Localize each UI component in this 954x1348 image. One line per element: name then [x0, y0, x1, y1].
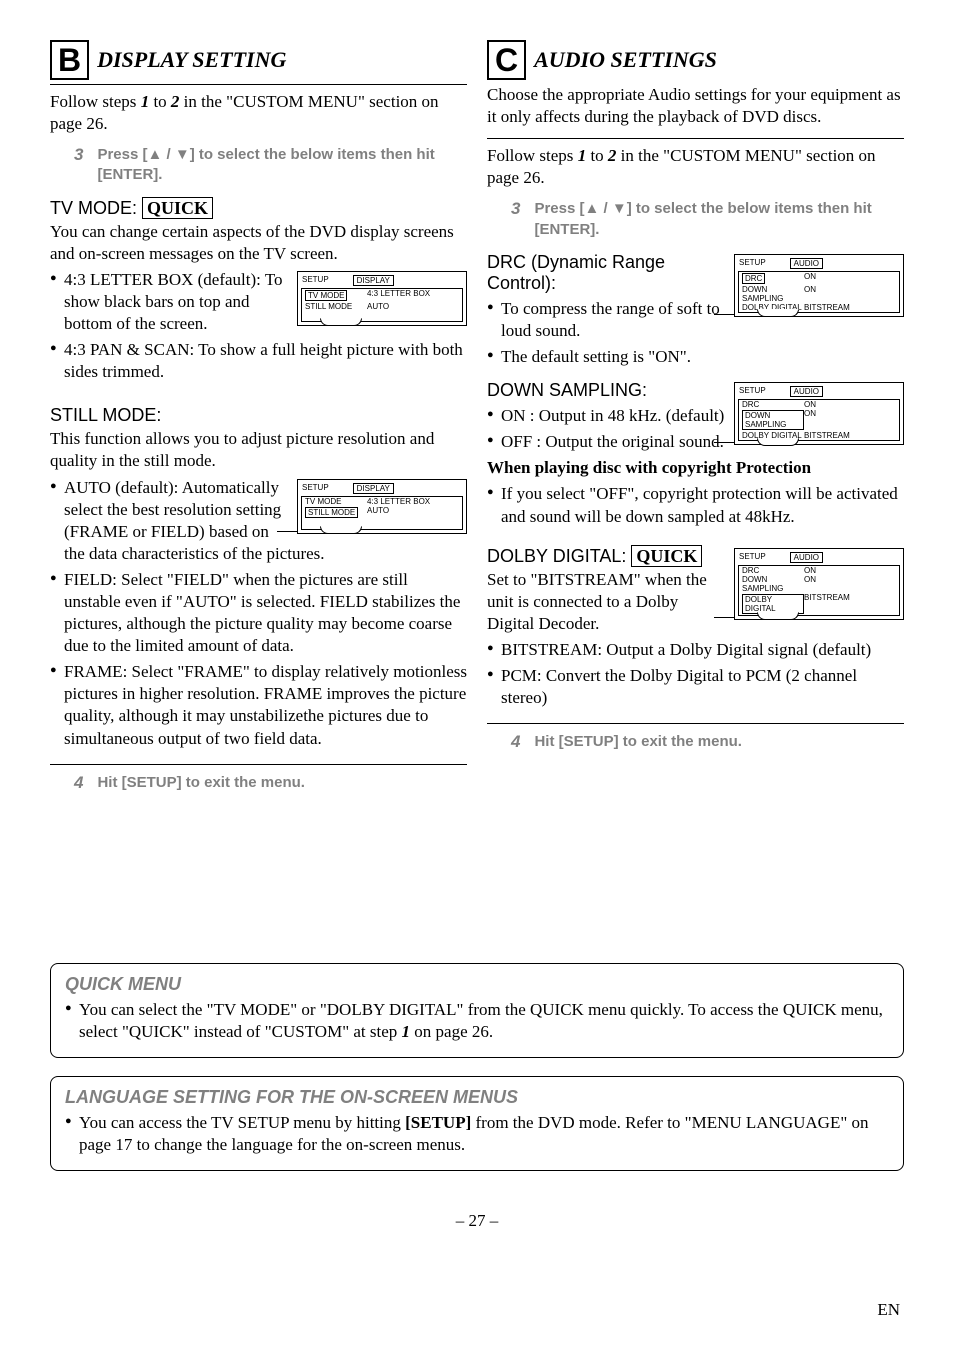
step-4-right: 4 Hit [SETUP] to exit the menu. — [511, 732, 904, 752]
copyright-bullets: If you select "OFF", copyright protectio… — [487, 483, 904, 527]
quick-menu-box: QUICK MENU You can select the "TV MODE" … — [50, 963, 904, 1058]
step-num: 3 — [511, 199, 520, 240]
section-title-c: AUDIO SETTINGS — [534, 47, 717, 73]
step-num: 3 — [74, 145, 83, 186]
step-num: 4 — [511, 732, 520, 752]
quick-menu-text: You can select the "TV MODE" or "DOLBY D… — [65, 999, 889, 1043]
divider — [50, 84, 467, 85]
step-text: Hit [SETUP] to exit the menu. — [97, 773, 305, 793]
bullet-copyright: If you select "OFF", copyright protectio… — [487, 483, 904, 527]
bullet-letterbox: 4:3 LETTER BOX (default): To show black … — [50, 269, 467, 335]
step-text: Press [▲ / ▼] to select the below items … — [97, 145, 467, 186]
intro-step1: 1 — [141, 92, 150, 111]
menu-val: ON — [804, 272, 816, 285]
qm-step: 1 — [402, 1022, 411, 1041]
copyright-heading: When playing disc with copyright Protect… — [487, 457, 904, 479]
intro-mid: to — [586, 146, 608, 165]
still-mode-bullets: AUTO (default): Automatically select the… — [50, 477, 467, 750]
quick-box: QUICK — [631, 545, 702, 567]
menu-box-dolby: SETUP AUDIO DRCON DOWN SAMPLINGON DOLBY … — [734, 548, 904, 620]
intro-step1: 1 — [578, 146, 587, 165]
still-mode-body: This function allows you to adjust pictu… — [50, 428, 467, 472]
quick-box: QUICK — [142, 197, 213, 219]
two-column-layout: B DISPLAY SETTING Follow steps 1 to 2 in… — [50, 40, 904, 805]
menu-tab-audio: AUDIO — [790, 386, 823, 397]
menu-row-dolby: DOLBY DIGITAL — [742, 594, 804, 614]
step-4-left: 4 Hit [SETUP] to exit the menu. — [74, 773, 467, 793]
menu-row-drc: DRC — [742, 566, 804, 575]
dolby-bullets: BITSTREAM: Output a Dolby Digital signal… — [487, 639, 904, 709]
letter-b-box: B — [50, 40, 89, 80]
bullet-down-on: ON : Output in 48 kHz. (default) — [487, 405, 904, 427]
bullet-pcm: PCM: Convert the Dolby Digital to PCM (2… — [487, 665, 904, 709]
intro-text-b: Follow steps 1 to 2 in the "CUSTOM MENU"… — [50, 91, 467, 135]
menu-tab-setup: SETUP — [739, 258, 766, 269]
tv-mode-heading: TV MODE: QUICK — [50, 198, 467, 219]
menu-row-down: DOWN SAMPLING — [742, 575, 804, 593]
step-3-left: 3 Press [▲ / ▼] to select the below item… — [74, 145, 467, 186]
menu-tab-setup: SETUP — [739, 386, 766, 397]
divider — [50, 764, 467, 765]
step-num: 4 — [74, 773, 83, 793]
connector-line-icon — [714, 617, 734, 618]
bullet-auto: AUTO (default): Automatically select the… — [50, 477, 467, 565]
menu-tab-audio: AUDIO — [790, 258, 823, 269]
lang-bold: [SETUP] — [405, 1113, 471, 1132]
section-header-c: C AUDIO SETTINGS — [487, 40, 904, 80]
intro-text-c1: Choose the appropriate Audio settings fo… — [487, 84, 904, 128]
language-setting-text: You can access the TV SETUP menu by hitt… — [65, 1112, 889, 1156]
bullet-field: FIELD: Select "FIELD" when the pictures … — [50, 569, 467, 657]
right-column: C AUDIO SETTINGS Choose the appropriate … — [487, 40, 904, 805]
divider — [487, 138, 904, 139]
intro-pre: Follow steps — [487, 146, 578, 165]
quick-menu-title: QUICK MENU — [65, 974, 889, 995]
bullet-drc-default: The default setting is "ON". — [487, 346, 904, 368]
step-text: Hit [SETUP] to exit the menu. — [534, 732, 742, 752]
still-mode-heading: STILL MODE: — [50, 405, 467, 426]
step-3-right: 3 Press [▲ / ▼] to select the below item… — [511, 199, 904, 240]
bullet-bitstream: BITSTREAM: Output a Dolby Digital signal… — [487, 639, 904, 661]
intro-mid: to — [149, 92, 171, 111]
section-title-b: DISPLAY SETTING — [97, 47, 286, 73]
dolby-label: DOLBY DIGITAL: — [487, 546, 631, 566]
lang-pre: You can access the TV SETUP menu by hitt… — [79, 1113, 405, 1132]
intro-text-c2: Follow steps 1 to 2 in the "CUSTOM MENU"… — [487, 145, 904, 189]
menu-val: ON — [804, 575, 816, 593]
bullet-panscan: 4:3 PAN & SCAN: To show a full height pi… — [50, 339, 467, 383]
letter-c-box: C — [487, 40, 526, 80]
bullet-frame: FRAME: Select "FRAME" to display relativ… — [50, 661, 467, 749]
tv-mode-bullets: 4:3 LETTER BOX (default): To show black … — [50, 269, 467, 383]
menu-row-drc: DRC — [742, 273, 765, 284]
page-number: – 27 – — [50, 1211, 904, 1231]
language-setting-box: LANGUAGE SETTING FOR THE ON-SCREEN MENUS… — [50, 1076, 904, 1171]
step-text: Press [▲ / ▼] to select the below items … — [534, 199, 904, 240]
menu-tab-audio: AUDIO — [790, 552, 823, 563]
tv-mode-label: TV MODE: — [50, 198, 142, 218]
qm-post: on page 26. — [410, 1022, 493, 1041]
divider — [487, 723, 904, 724]
section-header-b: B DISPLAY SETTING — [50, 40, 467, 80]
drc-bullets: To compress the range of soft to loud so… — [487, 298, 904, 368]
bullet-down-off: OFF : Output the original sound. — [487, 431, 904, 453]
bullet-drc-compress: To compress the range of soft to loud so… — [487, 298, 904, 342]
language-setting-title: LANGUAGE SETTING FOR THE ON-SCREEN MENUS — [65, 1087, 889, 1108]
menu-val: BITSTREAM — [804, 593, 850, 615]
intro-pre: Follow steps — [50, 92, 141, 111]
menu-val: ON — [804, 566, 816, 575]
menu-tab-setup: SETUP — [739, 552, 766, 563]
page-en-label: EN — [877, 1300, 900, 1320]
left-column: B DISPLAY SETTING Follow steps 1 to 2 in… — [50, 40, 467, 805]
tv-mode-body: You can change certain aspects of the DV… — [50, 221, 467, 265]
